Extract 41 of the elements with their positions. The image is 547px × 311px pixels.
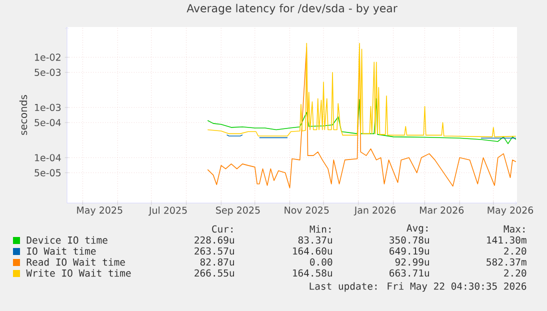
text: 2.20 [504, 247, 526, 255]
text: 350.78u [390, 236, 429, 244]
x-tick-label: Sep 2025 [216, 206, 260, 216]
y-tick-label: 5e-05 [34, 169, 61, 176]
text: Cur: [212, 225, 232, 233]
x-tick-label: Mar 2026 [420, 206, 464, 214]
x-tick-label: May 2025 [77, 206, 122, 216]
text: Min: [310, 225, 330, 233]
legend-label: Read IO Wait time [26, 258, 125, 266]
text: 0.00 [310, 258, 332, 266]
chart-title: Average latency for /dev/sda - by year [186, 4, 398, 14]
text: 649.19u [390, 247, 429, 255]
text: Last update: Fri May 22 04:30:35 2026 [310, 282, 526, 292]
y-tick-label: 1e-04 [35, 154, 61, 162]
y-tick-label: 5e-03 [34, 68, 61, 76]
legend-label: Device IO time [26, 236, 108, 244]
text: Avg: [406, 224, 428, 234]
y-tick-label: 1e-02 [35, 54, 60, 61]
text: 83.37u [298, 236, 332, 244]
text: 141.30m [487, 236, 526, 244]
text: 164.58u [293, 269, 332, 277]
x-tick-label: May 2026 [488, 206, 534, 216]
legend-label: Write IO Wait time [26, 269, 131, 277]
text: 228.69u [194, 236, 234, 244]
legend-label: IO Wait time [27, 247, 96, 255]
y-tick-label: 5e-04 [34, 118, 61, 126]
text: 164.60u [293, 247, 332, 255]
text: 266.55u [194, 269, 234, 277]
x-tick-label: Jul 2025 [148, 206, 187, 216]
y-tick-label: 1e-03 [35, 104, 61, 112]
x-tick-label: Nov 2025 [284, 206, 329, 214]
text: 263.57u [194, 247, 234, 255]
text: 82.87u [200, 258, 234, 266]
y-axis-title: seconds [19, 95, 28, 135]
x-tick-label: Jan 2026 [354, 206, 396, 216]
line-series [207, 42, 516, 138]
text: Max: [504, 225, 524, 233]
text: 582.37m [486, 258, 526, 266]
text: 663.71u [390, 269, 429, 277]
text: 92.99u [395, 258, 429, 266]
text: 2.20 [504, 269, 526, 277]
